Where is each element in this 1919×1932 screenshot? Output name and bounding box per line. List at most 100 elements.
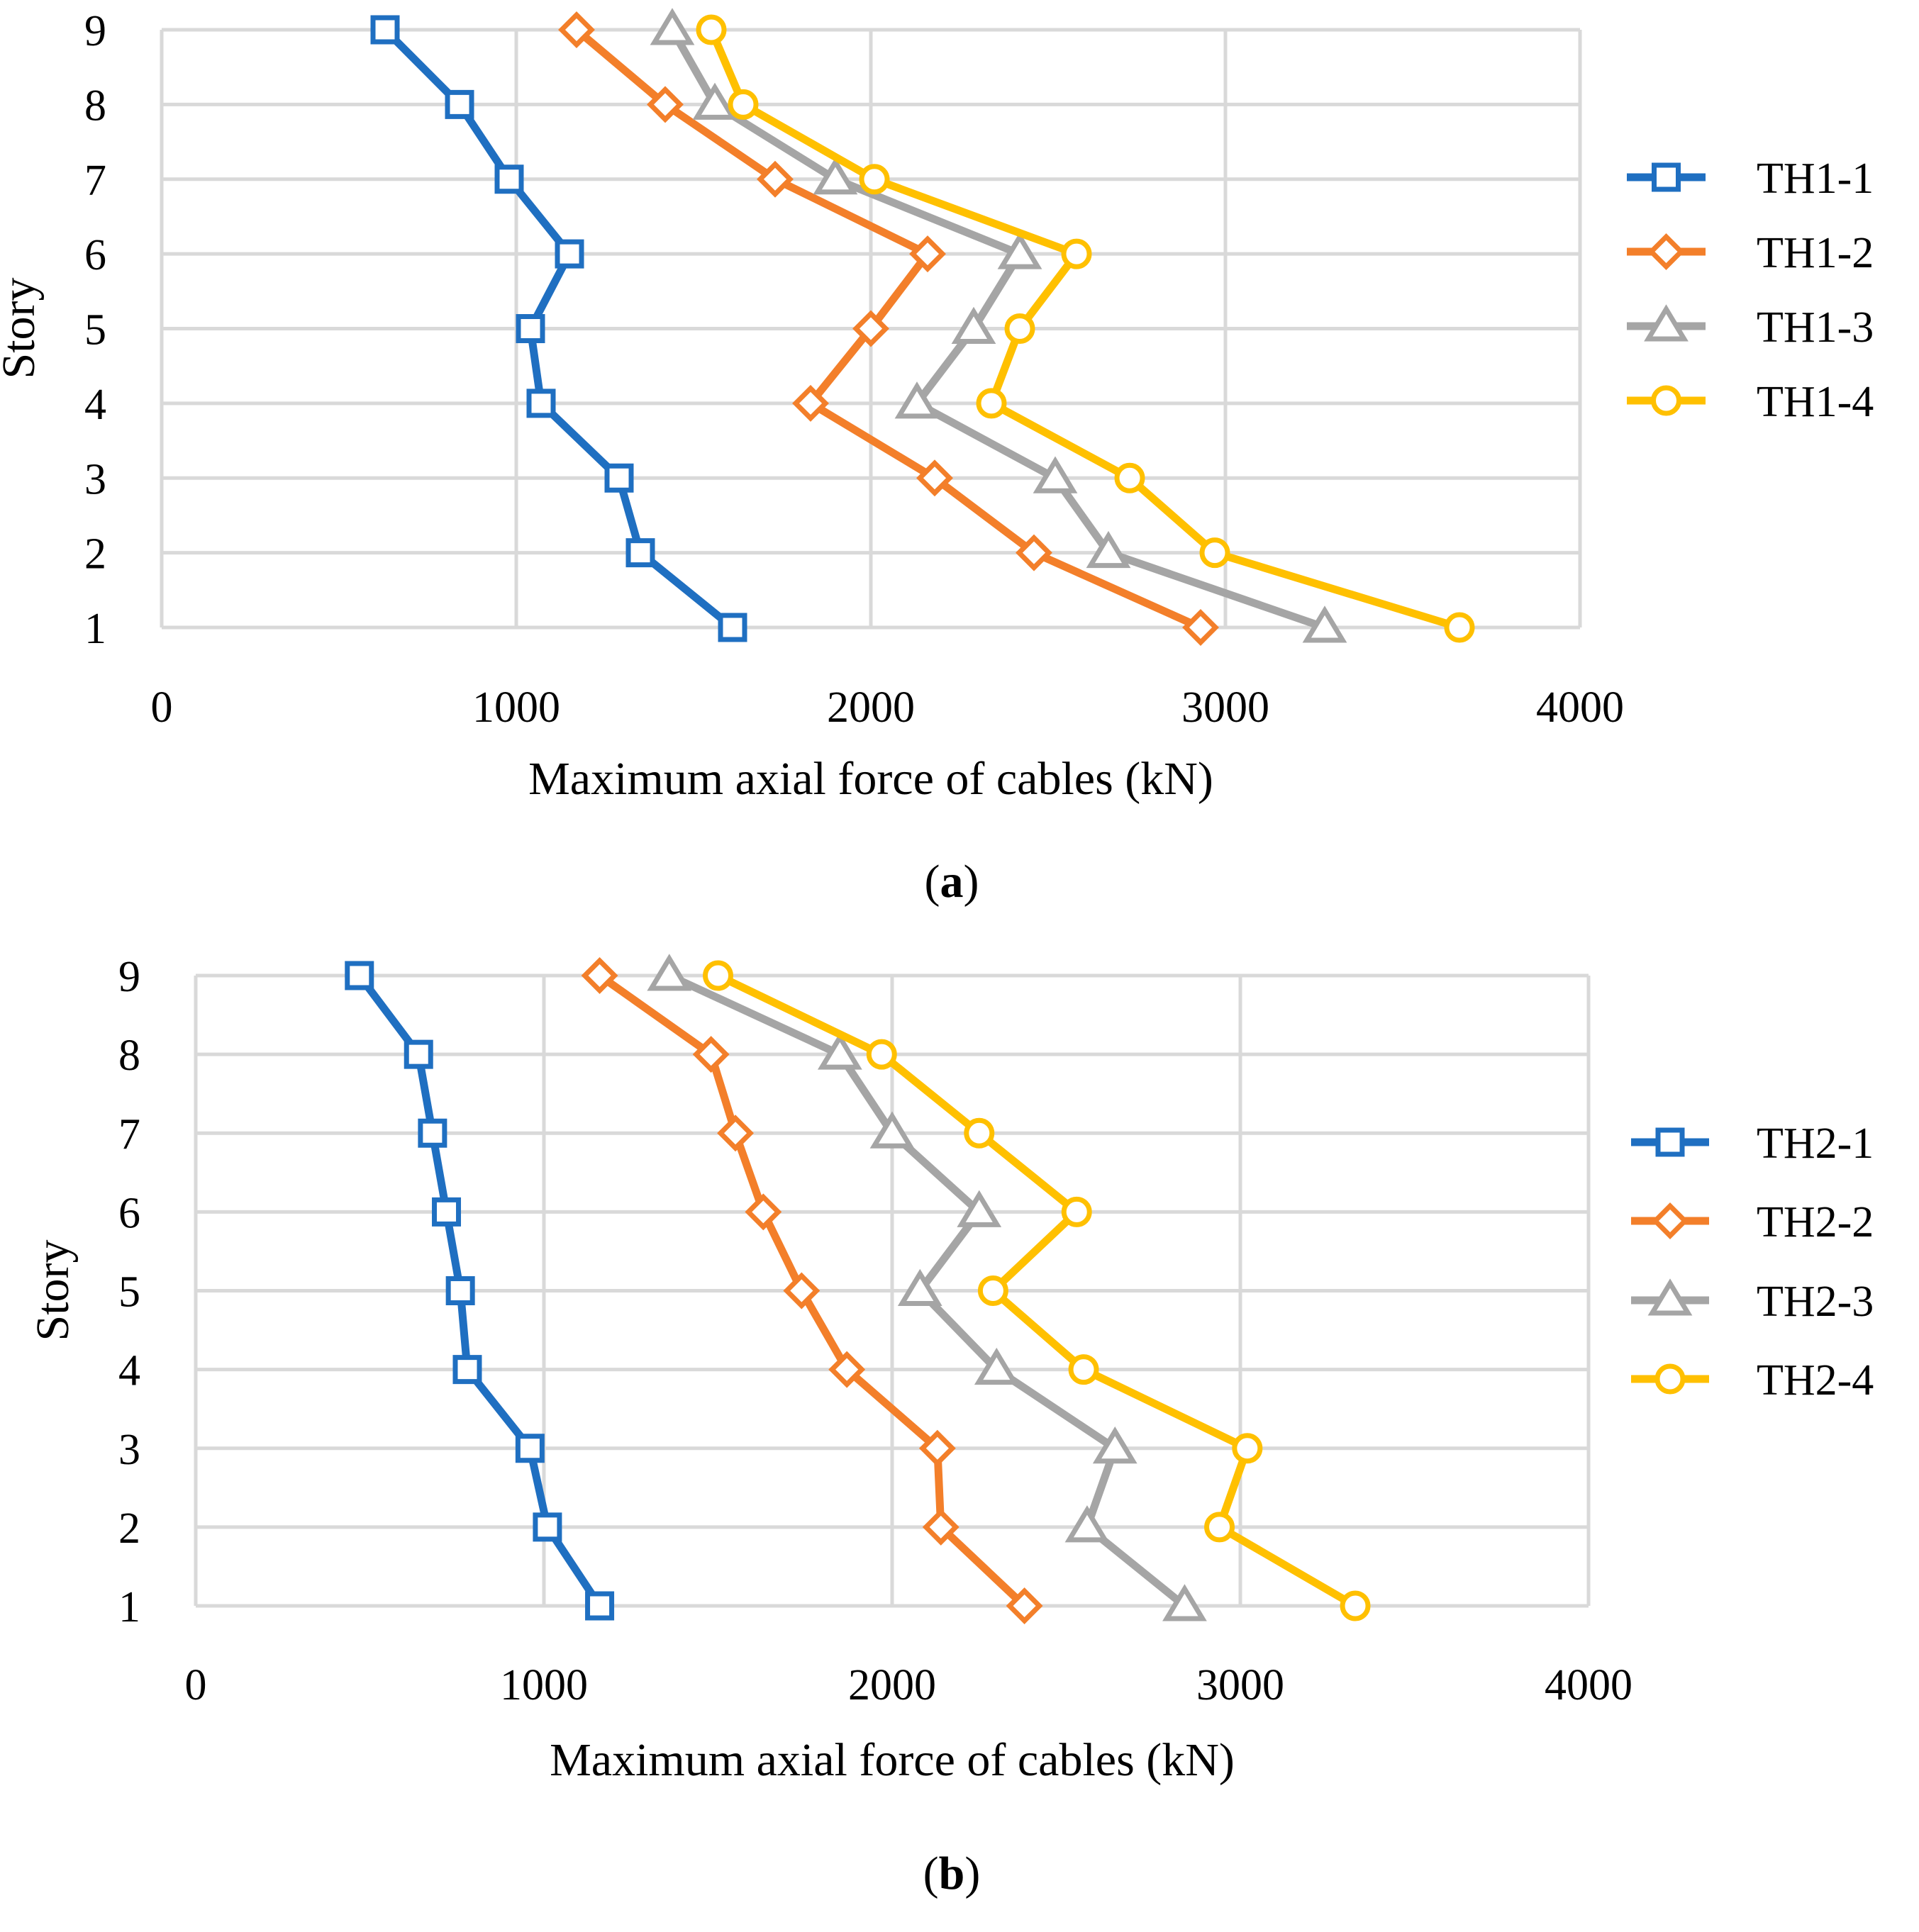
- marker-triangle: [1064, 1505, 1110, 1543]
- marker-diamond: [828, 1351, 866, 1388]
- x-tick-label: 4000: [1545, 1661, 1632, 1709]
- legend-label: TH1-2: [1757, 229, 1874, 277]
- legend-item: TH2-4: [1631, 1356, 1874, 1405]
- y-tick-label: 4: [84, 381, 106, 429]
- marker-diamond: [792, 384, 829, 422]
- legend-label: TH2-4: [1757, 1356, 1874, 1405]
- marker-square: [515, 1434, 545, 1463]
- legend: TH1-1 TH1-2 TH1-3 TH1-4: [1627, 155, 1874, 426]
- caption-paren-open: (: [925, 856, 940, 908]
- series-TH1-4: [696, 14, 1475, 643]
- x-tick-label: 1000: [472, 683, 560, 732]
- marker-circle: [1204, 1512, 1235, 1543]
- marker-circle: [1068, 1354, 1099, 1385]
- marker-triangle: [957, 1190, 1002, 1227]
- x-tick-label: 2000: [827, 683, 915, 732]
- legend-label: TH1-3: [1757, 303, 1874, 352]
- caption-paren-open: (: [923, 1848, 939, 1899]
- marker-triangle: [897, 1268, 942, 1306]
- marker-triangle: [869, 1111, 915, 1149]
- marker-square: [533, 1512, 562, 1542]
- legend-item: TH1-3: [1627, 303, 1874, 352]
- marker-circle: [866, 1039, 897, 1070]
- marker-diamond: [692, 1036, 730, 1073]
- marker-triangle: [1162, 1584, 1207, 1621]
- grid: [194, 973, 1591, 1608]
- marker-diamond: [1647, 233, 1685, 270]
- x-tick-labels: 0 1000 2000 3000 4000: [151, 683, 1625, 732]
- marker-diamond: [852, 310, 889, 347]
- marker-diamond: [558, 11, 595, 48]
- y-tick-label: 1: [84, 605, 106, 653]
- marker-triangle: [1302, 605, 1347, 643]
- marker-triangle: [894, 381, 940, 419]
- legend-label: TH2-1: [1757, 1119, 1874, 1168]
- marker-diamond: [581, 957, 618, 994]
- marker-triangle: [650, 8, 695, 45]
- y-tick-label: 4: [118, 1347, 140, 1395]
- marker-circle: [1061, 1196, 1092, 1227]
- x-tick-label: 3000: [1196, 1661, 1284, 1709]
- marker-circle: [696, 14, 727, 45]
- marker-triangle: [1644, 304, 1689, 342]
- y-tick-label: 6: [84, 231, 106, 279]
- marker-square: [1655, 1127, 1685, 1157]
- x-tick-label: 2000: [848, 1661, 936, 1709]
- marker-diamond: [1652, 1202, 1689, 1239]
- y-tick-label: 8: [118, 1032, 140, 1080]
- legend-item: TH1-2: [1627, 229, 1874, 277]
- marker-diamond: [1016, 534, 1052, 571]
- caption-letter: b: [939, 1848, 965, 1899]
- marker-circle: [728, 89, 759, 120]
- marker-square: [604, 463, 634, 493]
- chart-a: 1 2 3 4 5 6 7 8 9 0 1000 2000 3000 4000 Maximum axial …: [0, 7, 1874, 908]
- marker-diamond: [647, 86, 684, 123]
- y-tick-label: 5: [118, 1268, 140, 1317]
- marker-square: [445, 89, 474, 119]
- series-TH1-1: [370, 15, 747, 642]
- marker-circle: [703, 960, 733, 991]
- marker-circle: [1444, 612, 1475, 643]
- marker-circle: [859, 164, 890, 195]
- marker-triangle: [1092, 1426, 1138, 1464]
- marker-diamond: [922, 1508, 959, 1546]
- legend-item: TH2-2: [1631, 1198, 1874, 1246]
- y-tick-label: 7: [118, 1110, 140, 1158]
- marker-triangle: [951, 306, 996, 344]
- marker-square: [370, 15, 400, 45]
- subfigure-caption: (a): [925, 856, 979, 908]
- y-tick-label: 9: [84, 7, 106, 55]
- y-tick-label: 9: [118, 953, 140, 1001]
- y-tick-label: 1: [118, 1583, 140, 1631]
- x-axis-label: Maximum axial force of cables (kN): [528, 753, 1213, 805]
- legend-label: TH1-4: [1757, 378, 1874, 426]
- marker-square: [418, 1118, 447, 1148]
- marker-circle: [1340, 1590, 1371, 1621]
- marker-square: [432, 1197, 462, 1227]
- marker-circle: [977, 1275, 1008, 1306]
- legend-label: TH1-1: [1757, 155, 1874, 203]
- y-tick-label: 5: [84, 306, 106, 354]
- legend-item: TH2-3: [1631, 1278, 1874, 1326]
- y-tick-label: 2: [84, 530, 106, 579]
- y-tick-label: 8: [84, 82, 106, 130]
- legend-label: TH2-2: [1757, 1198, 1874, 1246]
- marker-square: [516, 314, 545, 343]
- marker-circle: [1114, 462, 1145, 493]
- x-tick-label: 4000: [1536, 683, 1624, 732]
- marker-diamond: [783, 1272, 821, 1310]
- marker-square: [452, 1355, 482, 1385]
- marker-diamond: [918, 1429, 956, 1467]
- legend-label: TH2-3: [1757, 1278, 1874, 1326]
- marker-square: [585, 1591, 615, 1621]
- series-TH2-2: [581, 957, 1043, 1624]
- marker-triangle: [1033, 456, 1078, 493]
- y-tick-labels: 1 2 3 4 5 6 7 8 9: [118, 953, 140, 1631]
- series-TH2-1: [345, 961, 615, 1621]
- legend-item: TH1-1: [1627, 155, 1874, 203]
- subfigure-caption: (b): [923, 1848, 981, 1899]
- marker-diamond: [757, 160, 794, 198]
- series-TH1-2: [558, 11, 1219, 646]
- marker-diamond: [745, 1193, 782, 1231]
